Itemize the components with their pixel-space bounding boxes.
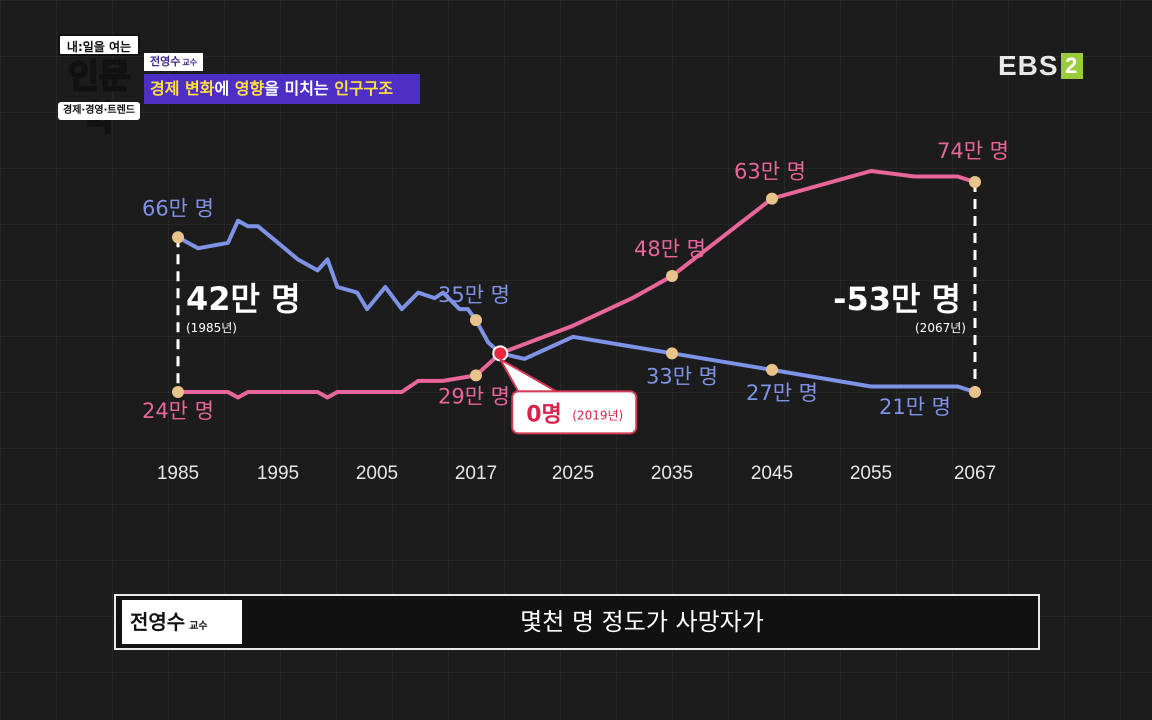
x-tick-label: 2035 [651, 463, 693, 484]
x-tick-label: 1995 [257, 463, 299, 484]
topic-part5: 인구구조 [334, 79, 394, 98]
data-point-marker [470, 314, 482, 327]
x-tick-label: 2045 [751, 463, 793, 484]
point-label: 29만 명 [438, 384, 510, 408]
show-logo: 내:일을 여는 인문학 경제·경영·트렌드 [58, 34, 140, 140]
subtitle-speaker-title: 교수 [189, 621, 208, 632]
x-tick-label: 1985 [157, 463, 199, 484]
broadcaster-channel: 2 [1060, 53, 1083, 79]
speaker-tag: 전영수 교수 [144, 53, 204, 71]
topic-part4: 을 미치는 [264, 79, 335, 98]
point-label: 21만 명 [879, 395, 951, 419]
gap-value: 42만 명 [186, 280, 301, 318]
crossover-year: (2019년) [572, 408, 623, 422]
x-tick-label: 2025 [552, 463, 594, 484]
point-label: 33만 명 [646, 364, 718, 388]
data-point-marker [969, 386, 981, 398]
point-label: 48만 명 [634, 237, 706, 261]
series-line-blue [176, 218, 977, 394]
data-point-marker [172, 231, 184, 244]
topic-banner: 경제 변화에 영향을 미치는 인구구조 [144, 74, 420, 104]
point-label: 74만 명 [937, 139, 1009, 163]
show-logo-line3: 경제·경영·트렌드 [58, 102, 140, 120]
subtitle-text: 몇천 명 정도가 사망자가 [520, 608, 764, 636]
show-logo-line1: 내:일을 여는 [58, 34, 140, 56]
crossover-value: 0명 [526, 402, 562, 427]
data-point-marker [766, 363, 778, 376]
point-label: 66만 명 [142, 196, 214, 220]
broadcaster-logo: EBS 2 [998, 50, 1083, 82]
subtitle-speaker-name: 전영수 [130, 610, 186, 634]
topic-part3: 영향 [234, 79, 265, 98]
subtitle-bar: 전영수 교수 몇천 명 정도가 사망자가 [114, 594, 1040, 650]
x-tick-label: 2005 [356, 463, 398, 484]
x-tick-label: 2067 [954, 463, 996, 484]
x-tick-label: 2017 [455, 463, 497, 484]
subtitle-speaker: 전영수 교수 [122, 600, 242, 644]
data-point-marker [666, 347, 678, 360]
gap-value: -53만 명 [833, 280, 961, 318]
point-label: 35만 명 [438, 283, 510, 307]
crossover-callout-box [511, 390, 638, 435]
point-label: 24만 명 [142, 399, 214, 423]
data-point-marker [766, 192, 778, 205]
point-label: 27만 명 [746, 381, 818, 405]
x-tick-label: 2055 [850, 463, 892, 484]
topic-part1: 경제 변화 [150, 79, 215, 98]
data-point-marker [666, 269, 678, 282]
gap-year: (2067년) [915, 321, 966, 335]
data-point-marker [470, 369, 482, 382]
broadcaster-name: EBS [998, 50, 1059, 81]
topic-part2: 에 [214, 79, 235, 98]
data-point-marker [969, 176, 981, 189]
speaker-tag-name: 전영수 [150, 55, 181, 68]
speaker-tag-title: 교수 [182, 58, 198, 67]
gap-year: (1985년) [186, 321, 237, 335]
point-label: 63만 명 [734, 160, 806, 184]
data-point-marker [172, 386, 184, 398]
series-line-pink [176, 169, 977, 400]
